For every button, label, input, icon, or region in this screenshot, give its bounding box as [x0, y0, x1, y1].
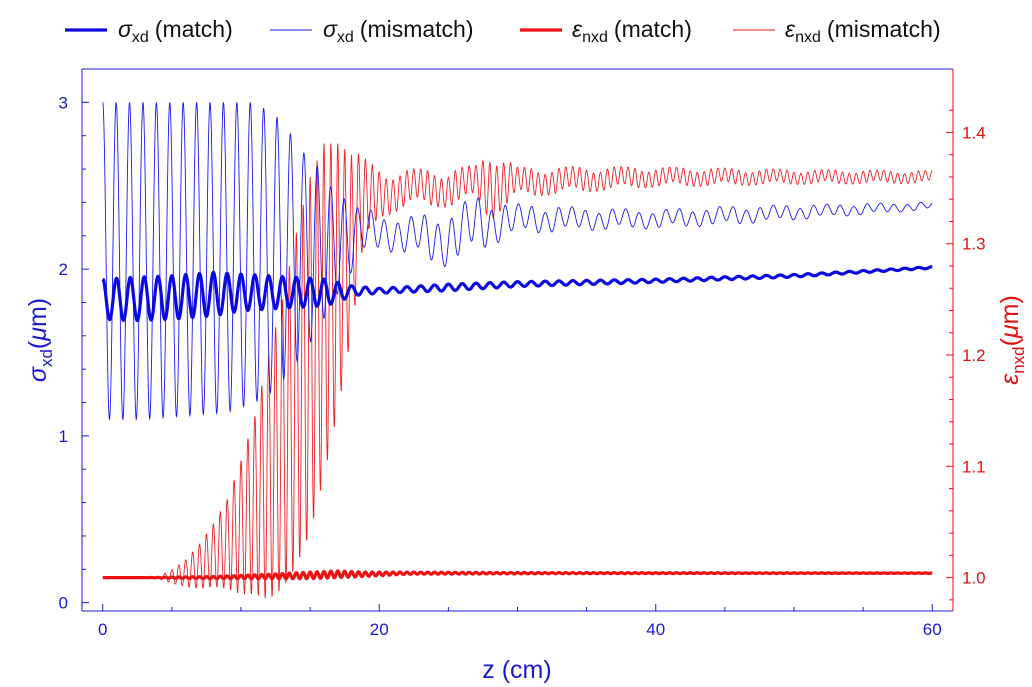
svg-text:σxd(match): σxd (match) — [118, 16, 233, 46]
legend-subscript: nxd — [795, 29, 821, 46]
svg-text:εnxd(μm): εnxd(μm) — [996, 295, 1028, 385]
legend-item-sigma-mismatch: σxd (mismatch) — [270, 16, 474, 46]
series-line-eps-mismatch — [102, 143, 933, 599]
legend: σxd (match) σxd (mismatch) εnxd (match) εnx… — [65, 16, 941, 46]
x-axis-ticks: 0 20 40 60 — [98, 604, 942, 639]
legend-symbol: σ — [323, 16, 338, 42]
left-axis-label: σxd(μm) — [24, 298, 56, 382]
left-axis-ticks: 0 1 2 3 — [59, 93, 89, 613]
legend-symbol: ε — [572, 16, 583, 42]
left-tick-label: 1 — [59, 427, 68, 446]
left-axis-label-symbol: σ — [24, 366, 52, 382]
series-line-sigma-match — [101, 265, 933, 323]
legend-item-sigma-match: σxd (match) — [65, 16, 233, 46]
left-tick-label: 0 — [59, 594, 68, 613]
left-axis-label-paren: ( — [24, 340, 52, 349]
right-tick-label: 1.0 — [962, 569, 986, 588]
right-axis-label-unit-symbol: μ — [996, 324, 1024, 339]
right-tick-label: 1.1 — [962, 457, 986, 476]
right-axis-label-symbol: ε — [996, 373, 1024, 385]
legend-subscript: nxd — [582, 29, 608, 46]
left-axis-label-unit-symbol: μ — [24, 327, 52, 342]
svg-text:εnxd(mismatch): εnxd (mismatch) — [785, 16, 941, 46]
x-axis-label: z (cm) — [482, 656, 551, 684]
x-tick-label: 20 — [370, 620, 389, 639]
x-tick-label: 0 — [98, 620, 107, 639]
right-axis-label: εnxd(μm) — [996, 295, 1028, 385]
svg-text:σxd(mismatch): σxd (mismatch) — [323, 16, 474, 46]
x-tick-label: 60 — [923, 620, 942, 639]
left-axis-label-unit: m) — [24, 298, 52, 327]
legend-symbol: σ — [118, 16, 133, 42]
svg-text:εnxd(match): εnxd (match) — [572, 16, 692, 46]
legend-text: (match) — [614, 16, 692, 42]
legend-subscript: xd — [337, 29, 354, 46]
series-layer — [101, 102, 933, 599]
legend-text: (match) — [155, 16, 233, 42]
legend-subscript: xd — [132, 29, 149, 46]
right-tick-label: 1.2 — [962, 346, 986, 365]
left-tick-label: 2 — [59, 260, 68, 279]
right-tick-label: 1.4 — [962, 123, 986, 142]
legend-item-eps-match: εnxd (match) — [520, 16, 692, 46]
right-axis-label-subscript: nxd — [1009, 346, 1028, 373]
svg-text:σxd(μm): σxd(μm) — [24, 298, 56, 382]
series-line-sigma-mismatch — [102, 102, 933, 421]
legend-text: (mismatch) — [827, 16, 941, 42]
legend-item-eps-mismatch: εnxd (mismatch) — [733, 16, 941, 46]
left-axis-label-subscript: xd — [37, 349, 56, 367]
right-axis-ticks: 1.0 1.1 1.2 1.3 1.4 — [946, 109, 986, 601]
right-tick-label: 1.3 — [962, 235, 986, 254]
legend-symbol: ε — [785, 16, 796, 42]
left-tick-label: 3 — [59, 93, 68, 112]
right-axis-label-unit: m) — [996, 295, 1024, 324]
right-axis-label-paren: ( — [996, 337, 1024, 346]
legend-text: (mismatch) — [360, 16, 474, 42]
x-tick-label: 40 — [646, 620, 665, 639]
series-line-eps-match — [102, 569, 933, 581]
